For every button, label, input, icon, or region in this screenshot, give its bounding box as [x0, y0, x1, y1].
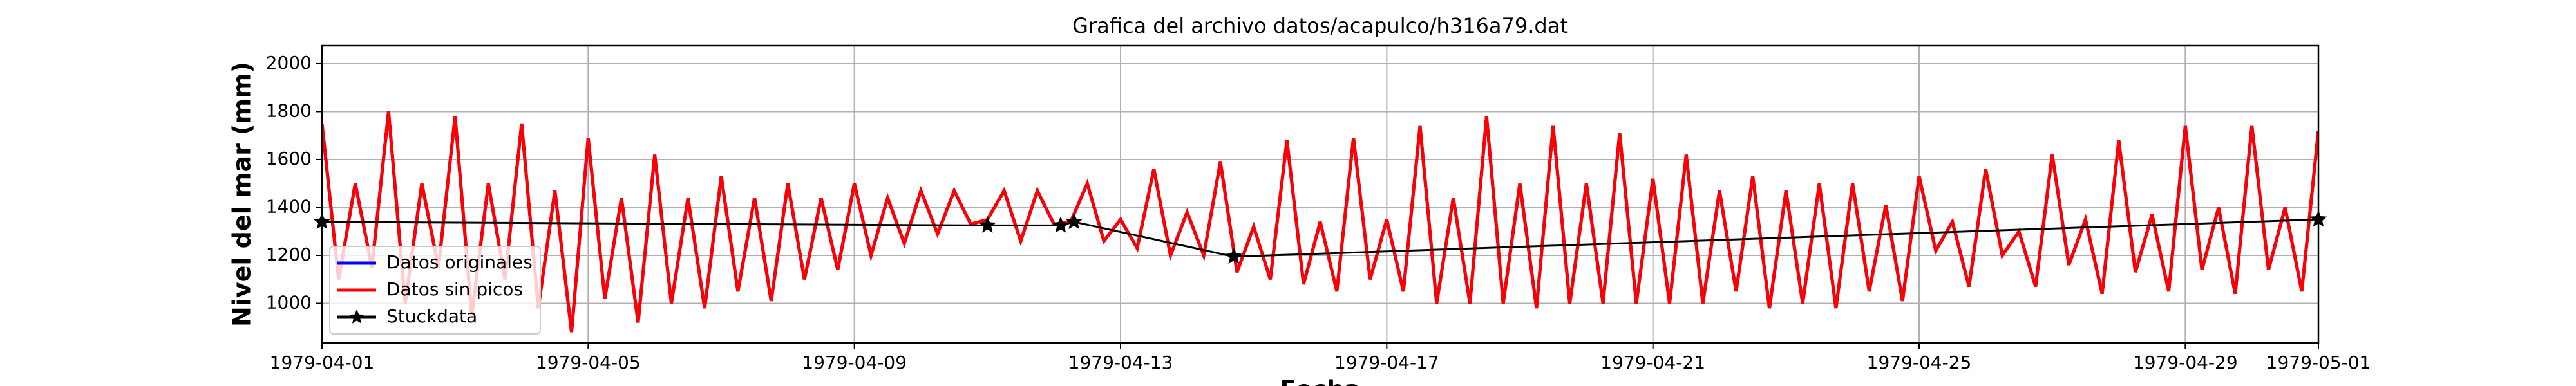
- x-tick-label: 1979-04-25: [1867, 352, 1972, 373]
- x-tick-label: 1979-04-01: [270, 352, 375, 373]
- chart-title: Grafica del archivo datos/acapulco/h316a…: [1072, 14, 1568, 38]
- series-line: [322, 111, 2318, 333]
- y-axis-label: Nivel del mar (mm): [228, 62, 256, 327]
- y-tick-label: 1000: [266, 292, 312, 313]
- series-marker: [1052, 216, 1070, 233]
- x-tick-label: 1979-04-29: [2133, 352, 2238, 373]
- legend-box: [329, 246, 541, 335]
- series-marker: [979, 216, 996, 233]
- x-tick-label: 1979-04-17: [1334, 352, 1439, 373]
- y-tick-label: 1800: [266, 100, 312, 121]
- x-tick-label: 1979-04-21: [1600, 352, 1705, 373]
- plot-frame: [321, 44, 2320, 344]
- x-axis-label: Fecha: [1280, 376, 1360, 386]
- legend-marker: [349, 309, 365, 324]
- series-marker: [1225, 247, 1242, 264]
- y-tick-label: 2000: [266, 52, 312, 73]
- y-tick-label: 1600: [266, 148, 312, 169]
- x-tick-label: 1979-04-05: [536, 352, 641, 373]
- x-tick-label: 1979-04-09: [802, 352, 907, 373]
- x-tick-label: 1979-04-13: [1068, 352, 1173, 373]
- y-tick-label: 1400: [266, 196, 312, 217]
- legend-label: Stuckdata: [386, 306, 477, 327]
- x-tick-label: 1979-05-01: [2266, 352, 2371, 373]
- legend-label: Datos originales: [386, 252, 533, 273]
- series-marker: [1065, 212, 1083, 230]
- legend-label: Datos sin picos: [386, 279, 523, 300]
- y-tick-label: 1200: [266, 244, 312, 265]
